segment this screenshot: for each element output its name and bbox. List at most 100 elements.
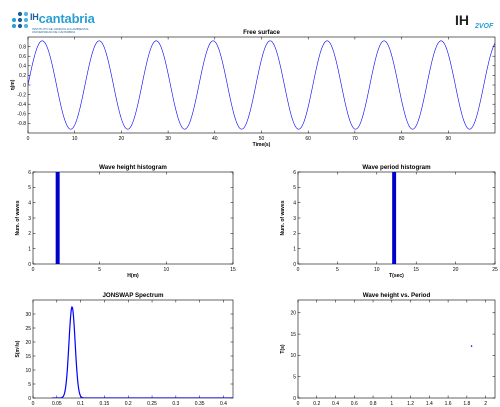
logo-dot (17, 17, 23, 23)
logo-brand-name: cantabria (38, 11, 95, 26)
free-surface-x-tick-label: 80 (399, 136, 405, 142)
ih2vof-logo-superscript: 2VOF (475, 23, 494, 30)
jonswap-spectrum-x-tick-label: 0 (32, 401, 35, 407)
wave-period-histogram-chart: Wave period histogram 0 5 10 15 20 25 0 1 2 3 4 5 6 T(… (280, 164, 498, 279)
wave-height-vs-period-point (470, 345, 473, 347)
logo-dot (23, 11, 29, 17)
logo-brand-prefix: IH (30, 12, 39, 22)
wave-height-vs-period-x-tick-label: 1.6 (445, 401, 452, 407)
free-surface-x-tick-label: 10 (72, 136, 78, 142)
wave-period-histogram-y-tick-label: 4 (293, 200, 296, 206)
wave-height-vs-period-plot-area (297, 299, 496, 399)
wave-height-vs-period-y-tick-label: 15 (290, 332, 296, 338)
jonswap-spectrum-x-tick-label: 0.2 (125, 401, 132, 407)
free-surface-y-tick-label: 0.6 (19, 54, 26, 60)
ih2vof-logo-main: IH (455, 12, 469, 28)
jonswap-spectrum-y-label: S(m²/s) (15, 340, 21, 357)
free-surface-x-tick-label: 30 (165, 136, 171, 142)
wave-height-histogram-chart: Wave height histogram 0 5 10 15 0 1 2 3 4 5 6 H(m) Nu… (15, 164, 236, 279)
wave-height-histogram-y-tick-label: 3 (28, 216, 31, 222)
free-surface-chart: Free surface 0 10 20 30 40 50 60 70 80 90 -0.8 -0.6 -… (10, 29, 496, 148)
free-surface-y-tick-label: 0.2 (19, 73, 26, 79)
jonswap-spectrum-y-tick-label: 25 (25, 326, 31, 332)
wave-period-histogram-x-label: T(sec) (389, 273, 404, 279)
wave-height-vs-period-y-tick-label: 10 (290, 353, 296, 359)
wave-height-vs-period-y-label: T(s) (280, 344, 286, 354)
wave-height-histogram-y-tick-label: 1 (28, 246, 31, 252)
wave-period-histogram-x-tick-label: 0 (297, 267, 300, 273)
wave-period-histogram-x-tick-label: 10 (374, 267, 380, 273)
wave-height-vs-period-y-tick-label: 5 (293, 374, 296, 380)
logo-dots-icon (11, 11, 29, 29)
logo-dot (17, 23, 23, 29)
wave-height-histogram-y-tick-label: 4 (28, 200, 31, 206)
wave-period-histogram-x-tick-label: 15 (413, 267, 419, 273)
logo-dot (11, 17, 17, 23)
jonswap-spectrum-title: JONSWAP Spectrum (102, 292, 164, 299)
wave-period-histogram-x-tick-label: 20 (453, 267, 459, 273)
wave-height-vs-period-x-tick-label: 1.2 (407, 401, 414, 407)
free-surface-y-tick-label: 0.4 (19, 64, 26, 70)
jonswap-spectrum-chart: JONSWAP Spectrum 0 0.05 0.1 0.15 0.2 0.25 0.3 0.… (15, 292, 234, 407)
jonswap-spectrum-x-tick-label: 0.3 (172, 401, 179, 407)
wave-height-vs-period-x-tick-label: 0.2 (313, 401, 320, 407)
logo-dot (17, 11, 23, 17)
wave-height-vs-period-x-tick-label: 0.4 (332, 401, 339, 407)
wave-height-histogram-x-tick-label: 10 (164, 267, 170, 273)
jonswap-spectrum-y-tick-label: 5 (28, 382, 31, 388)
wave-height-vs-period-x-tick-label: 0.8 (370, 401, 377, 407)
free-surface-x-label: Time(s) (253, 142, 271, 148)
wave-height-histogram-title: Wave height histogram (99, 164, 167, 171)
wave-height-vs-period-x-tick-label: 1 (390, 401, 393, 407)
jonswap-spectrum-plot-area (32, 299, 234, 399)
free-surface-y-tick-label: 0.8 (19, 44, 26, 50)
wave-height-vs-period-x-tick-label: 1.4 (426, 401, 433, 407)
wave-period-histogram-y-label: Num. of waves (280, 200, 286, 235)
jonswap-spectrum-x-tick-label: 0.15 (100, 401, 110, 407)
ih2vof-logo: IH 2VOF (455, 12, 497, 36)
logo-dot (11, 23, 17, 29)
free-surface-x-tick-label: 0 (27, 136, 30, 142)
wave-period-histogram-y-tick-label: 1 (293, 246, 296, 252)
free-surface-x-tick-label: 60 (305, 136, 311, 142)
wave-height-vs-period-x-tick-label: 0 (297, 401, 300, 407)
wave-height-vs-period-title: Wave height vs. Period (363, 292, 431, 299)
logo-dot (23, 17, 29, 23)
wave-height-histogram-x-tick-label: 15 (230, 267, 236, 273)
jonswap-spectrum-x-tick-label: 0.1 (77, 401, 84, 407)
logo-brand: IHcantabria (30, 11, 95, 26)
free-surface-y-tick-label: -0.6 (17, 112, 26, 118)
wave-height-histogram-bar (55, 172, 60, 264)
free-surface-plot-area (27, 36, 496, 134)
wave-height-histogram-x-tick-label: 0 (32, 267, 35, 273)
free-surface-series-line (28, 40, 495, 130)
jonswap-spectrum-series-line (52, 306, 233, 398)
free-surface-x-tick-label: 70 (352, 136, 358, 142)
wave-height-histogram-y-tick-label: 5 (28, 185, 31, 191)
wave-height-histogram-y-tick-label: 2 (28, 231, 31, 237)
wave-period-histogram-y-tick-label: 6 (293, 170, 296, 176)
logo-dot (23, 23, 29, 29)
wave-period-histogram-x-tick-label: 25 (492, 267, 498, 273)
wave-height-histogram-x-tick-label: 5 (98, 267, 101, 273)
free-surface-y-tick-label: 0 (23, 83, 26, 89)
wave-height-vs-period-x-tick-label: 1.8 (463, 401, 470, 407)
wave-height-vs-period-x-tick-label: 2 (484, 401, 487, 407)
ihcantabria-logo: IHcantabria INSTITUTO DE HIDRÁULICA AMBI… (10, 8, 105, 38)
jonswap-spectrum-x-tick-label: 0.25 (147, 401, 157, 407)
wave-period-histogram-y-tick-label: 5 (293, 185, 296, 191)
free-surface-x-tick-label: 40 (212, 136, 218, 142)
jonswap-spectrum-y-tick-label: 30 (25, 312, 31, 318)
wave-height-vs-period-y-tick-label: 20 (290, 311, 296, 317)
free-surface-x-tick-label: 90 (446, 136, 452, 142)
wave-period-histogram-y-tick-label: 3 (293, 216, 296, 222)
wave-height-vs-period-x-tick-label: 0.6 (351, 401, 358, 407)
free-surface-y-tick-label: -0.8 (17, 121, 26, 127)
wave-period-histogram-plot-area (297, 171, 496, 265)
free-surface-y-label: η(m) (10, 79, 16, 90)
wave-period-histogram-x-tick-label: 5 (336, 267, 339, 273)
jonswap-spectrum-x-tick-label: 0.4 (220, 401, 227, 407)
wave-period-histogram-bar (392, 172, 397, 264)
free-surface-y-tick-label: -0.4 (17, 102, 26, 108)
free-surface-x-tick-label: 50 (259, 136, 265, 142)
